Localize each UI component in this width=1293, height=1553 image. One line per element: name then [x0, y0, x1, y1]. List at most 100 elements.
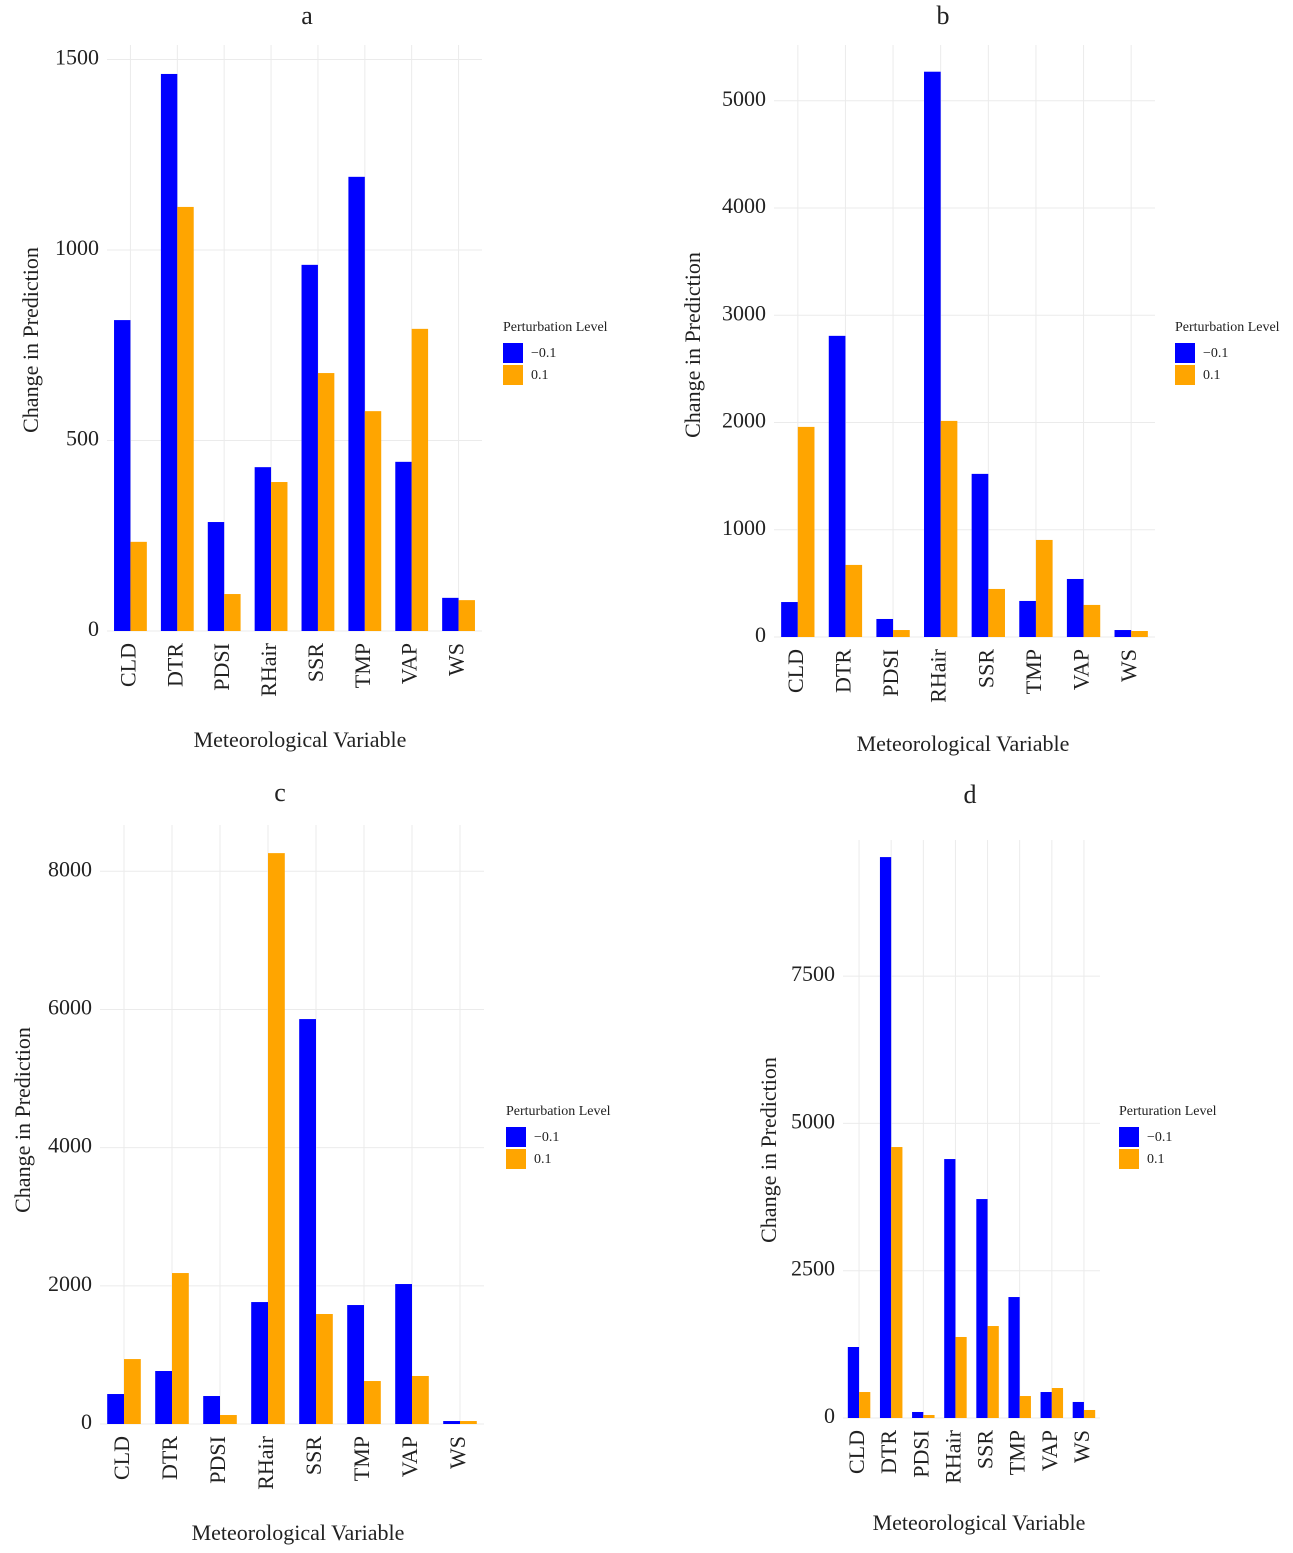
chart-title: c: [274, 778, 286, 807]
bar: [443, 1421, 460, 1424]
bar: [203, 1396, 220, 1424]
chart-title: d: [964, 780, 977, 809]
x-tick-label: VAP: [1037, 1430, 1062, 1471]
bar: [254, 467, 272, 631]
y-tick-label: 0: [88, 616, 99, 641]
bar: [1083, 1409, 1096, 1418]
bar: [1066, 578, 1084, 637]
bar: [317, 373, 335, 631]
bar: [781, 602, 798, 637]
y-tick-label: 2000: [48, 1271, 92, 1296]
x-tick-label: WS: [445, 1436, 470, 1469]
legend-label: −0.1: [531, 346, 556, 361]
y-tick-label: 1500: [55, 45, 99, 70]
x-tick-label: PDSI: [209, 643, 234, 691]
legend-label: −0.1: [1147, 1130, 1172, 1145]
bar: [1019, 1396, 1031, 1418]
y-tick-label: 5000: [791, 1108, 835, 1133]
x-tick-label: TMP: [350, 643, 375, 688]
bar: [847, 1347, 860, 1418]
bar: [971, 473, 989, 637]
x-tick-label: WS: [444, 643, 469, 676]
bar: [458, 600, 475, 631]
legend-title: Perturbation Level: [503, 320, 608, 335]
bar: [912, 1411, 924, 1418]
legend-swatch: [503, 343, 523, 363]
y-axis-label: Change in Prediction: [756, 1057, 781, 1243]
bar: [1131, 630, 1148, 637]
bar: [1008, 1297, 1020, 1418]
bar: [114, 320, 131, 631]
bar: [364, 1381, 381, 1424]
bar: [348, 176, 365, 632]
bar: [879, 857, 892, 1418]
y-tick-label: 4000: [48, 1133, 92, 1158]
bar: [411, 328, 429, 631]
x-tick-label: RHair: [253, 1435, 278, 1489]
bar: [155, 1371, 172, 1424]
bar: [893, 630, 910, 637]
bar: [1083, 604, 1101, 637]
bar: [364, 411, 382, 631]
bar: [299, 1019, 316, 1424]
bar: [923, 1414, 935, 1418]
bar: [172, 1273, 189, 1424]
bar: [177, 206, 194, 631]
chart-title: a: [301, 1, 313, 30]
y-axis-label: Change in Prediction: [680, 252, 705, 438]
x-tick-label: PDSI: [878, 649, 903, 697]
x-tick-label: RHair: [926, 648, 951, 702]
x-tick-label: CLD: [783, 649, 808, 693]
x-tick-label: WS: [1116, 649, 1141, 682]
bar: [797, 426, 815, 637]
y-tick-label: 8000: [48, 856, 92, 881]
y-tick-label: 500: [66, 426, 99, 451]
x-tick-label: SSR: [973, 649, 998, 688]
x-tick-label: DTR: [876, 1430, 901, 1474]
bar: [924, 71, 941, 637]
bar: [224, 594, 241, 631]
x-tick-label: DTR: [157, 1436, 182, 1480]
bar: [301, 264, 318, 631]
x-axis-label: Meteorological Variable: [192, 1520, 405, 1545]
legend-label: 0.1: [531, 368, 549, 383]
x-tick-label: CLD: [844, 1430, 869, 1474]
x-tick-label: PDSI: [908, 1430, 933, 1478]
x-tick-label: TMP: [1005, 1430, 1030, 1475]
bar: [251, 1302, 268, 1424]
x-tick-label: VAP: [397, 643, 422, 684]
bar: [412, 1375, 429, 1424]
x-tick-label: SSR: [973, 1430, 998, 1469]
bar: [460, 1421, 477, 1424]
bar: [955, 1336, 967, 1418]
x-tick-label: DTR: [830, 649, 855, 693]
y-tick-label: 3000: [722, 300, 766, 325]
x-tick-label: CLD: [115, 643, 140, 687]
bar: [316, 1314, 333, 1424]
bar: [859, 1392, 871, 1418]
bar: [828, 335, 846, 637]
bar: [220, 1415, 237, 1424]
y-tick-label: 5000: [722, 86, 766, 111]
bar: [845, 564, 863, 637]
x-tick-label: RHair: [940, 1429, 965, 1483]
x-tick-label: VAP: [397, 1436, 422, 1477]
legend-label: 0.1: [534, 1152, 552, 1167]
y-tick-label: 0: [755, 622, 766, 647]
legend-swatch: [503, 365, 523, 385]
bar: [1114, 630, 1132, 637]
legend-label: −0.1: [534, 1130, 559, 1145]
x-tick-label: SSR: [303, 643, 328, 682]
bar: [395, 461, 412, 631]
legend-swatch: [1175, 365, 1195, 385]
y-tick-label: 2000: [722, 408, 766, 433]
x-axis-label: Meteorological Variable: [194, 727, 407, 752]
chart-title: b: [937, 1, 950, 30]
bar: [1019, 600, 1036, 637]
x-tick-label: CLD: [109, 1436, 134, 1480]
x-tick-label: WS: [1069, 1430, 1094, 1463]
x-axis-label: Meteorological Variable: [857, 731, 1070, 756]
bar: [940, 420, 958, 637]
y-tick-label: 2500: [791, 1256, 835, 1281]
